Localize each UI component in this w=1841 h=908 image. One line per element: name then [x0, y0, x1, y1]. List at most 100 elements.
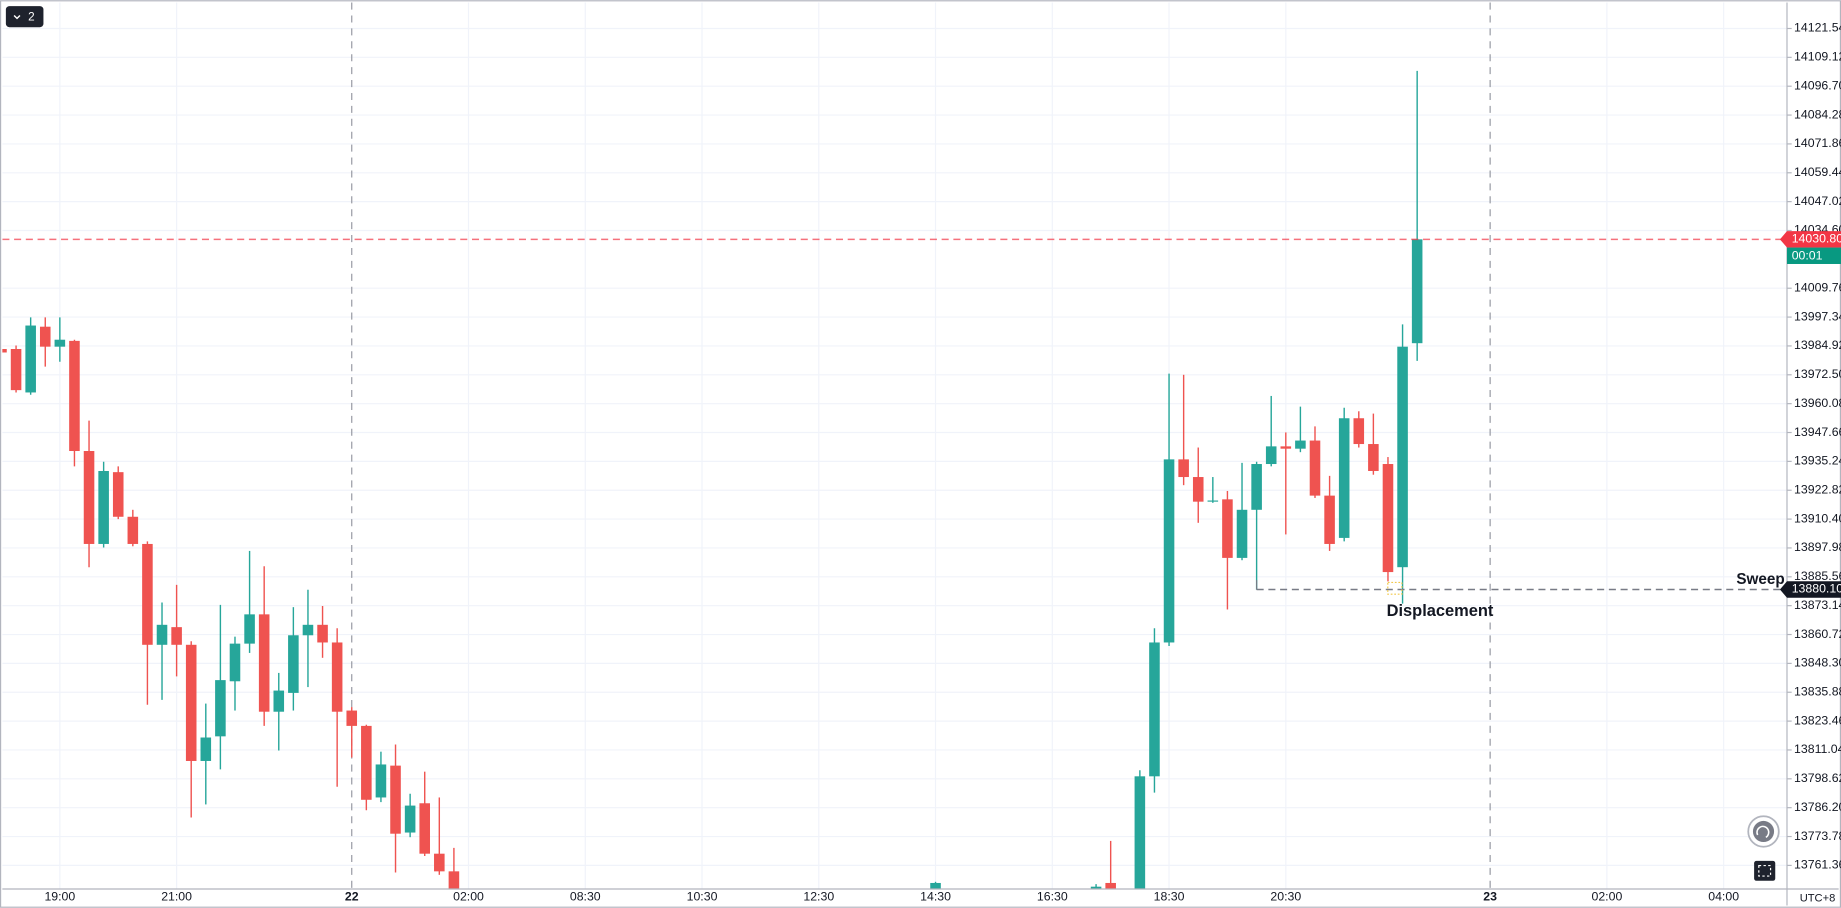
- x-tick-label: 12:30: [803, 889, 834, 903]
- candle-body: [1149, 642, 1160, 777]
- candle-body: [346, 710, 358, 726]
- candle-body: [419, 803, 431, 854]
- x-tick-label: 02:00: [453, 889, 484, 903]
- y-tick-label: 14071.86: [1794, 136, 1841, 150]
- y-tick-label: 13947.66: [1794, 425, 1841, 439]
- candle-body: [288, 635, 299, 693]
- y-tick-label: 13823.46: [1794, 713, 1841, 727]
- candle-body: [98, 470, 109, 544]
- screenshot-icon: [1758, 864, 1772, 877]
- x-tick-label: 02:00: [1591, 889, 1622, 903]
- y-tick-label: 13798.62: [1794, 771, 1841, 785]
- candle-body: [1192, 477, 1204, 502]
- candle-body: [1134, 776, 1146, 890]
- candle-body: [244, 614, 255, 644]
- x-tick-label: 23: [1483, 889, 1497, 903]
- replay-icon: [1752, 820, 1775, 843]
- y-tick-label: 13922.82: [1794, 482, 1841, 496]
- y-tick-label: 13885.56: [1794, 569, 1841, 583]
- candle-body: [185, 644, 197, 761]
- candle-body: [273, 690, 285, 712]
- chevron-icon: [13, 14, 21, 20]
- candle-body: [317, 624, 328, 643]
- y-tick-label: 13835.88: [1794, 684, 1841, 698]
- y-tick-label: 13761.36: [1794, 858, 1841, 872]
- x-tick-label: 21:00: [161, 889, 192, 903]
- x-tick-label: 18:30: [1154, 889, 1185, 903]
- candle-body: [375, 764, 387, 798]
- interval-button[interactable]: [5, 6, 44, 28]
- candle-body: [1236, 509, 1248, 558]
- candle-body: [390, 765, 401, 834]
- price-label-bg: [1779, 231, 1841, 248]
- candle-body: [1411, 239, 1423, 344]
- y-tick-label: 13860.72: [1794, 627, 1841, 641]
- candle-body: [1368, 444, 1379, 471]
- y-tick-label: 13972.50: [1794, 367, 1841, 381]
- candle-body: [39, 326, 51, 347]
- sweep-text: Sweep: [1736, 571, 1784, 588]
- y-tick-label: 13897.98: [1794, 540, 1841, 554]
- candle-body: [1309, 440, 1321, 496]
- candle-body: [1251, 464, 1262, 510]
- y-tick-label: 14009.76: [1794, 280, 1841, 294]
- y-tick-label: 13997.34: [1794, 309, 1841, 323]
- x-tick-label: 16:30: [1037, 889, 1068, 903]
- y-tick-label: 13984.92: [1794, 338, 1841, 352]
- candle-body: [1324, 495, 1335, 544]
- candle-body: [1397, 346, 1408, 568]
- candle-body: [69, 340, 80, 452]
- y-tick-label: 14109.12: [1794, 50, 1841, 64]
- y-tick-label: 13786.20: [1794, 800, 1841, 814]
- candle-body: [404, 805, 416, 833]
- y-tick-label: 13811.04: [1794, 742, 1841, 756]
- candle-body: [1222, 499, 1233, 558]
- sweep-label: 13880.10: [1792, 582, 1841, 596]
- x-tick-label: 10:30: [687, 889, 718, 903]
- candle-body: [171, 627, 182, 645]
- countdown-bg: [1786, 247, 1841, 264]
- candle-body: [54, 339, 66, 347]
- candle-body: [1295, 440, 1306, 449]
- candle-body: [200, 737, 212, 761]
- candle-body: [361, 725, 372, 800]
- y-tick-label: 13773.78: [1794, 829, 1841, 843]
- y-tick-label: 14121.54: [1794, 21, 1841, 35]
- candle-body: [1178, 459, 1189, 478]
- annotation: Displacement: [1387, 602, 1494, 620]
- candle-body: [112, 472, 124, 517]
- y-tick-label: 13910.40: [1794, 511, 1841, 525]
- candle-body: [448, 871, 460, 890]
- replay-glyph: [1756, 825, 1770, 839]
- y-tick-label: 13848.30: [1794, 656, 1841, 670]
- candle-body: [127, 516, 139, 544]
- x-tick-label: 20:30: [1270, 889, 1301, 903]
- candle-body: [258, 614, 270, 712]
- candle-body: [229, 643, 241, 682]
- candle-body: [1207, 500, 1219, 502]
- y-tick-label: 14059.44: [1794, 165, 1841, 179]
- y-tick-label: 14096.70: [1794, 78, 1841, 92]
- x-tick-label: 08:30: [570, 889, 601, 903]
- candle-body: [215, 680, 226, 737]
- highlight-box: [1387, 581, 1403, 595]
- candle-body: [1280, 446, 1292, 449]
- candle-body: [25, 325, 36, 393]
- candle-body: [434, 853, 445, 872]
- candle-body: [302, 624, 314, 636]
- screenshot-button[interactable]: [1754, 860, 1776, 881]
- x-tick-label: 19:00: [44, 889, 75, 903]
- candle-body: [1382, 464, 1394, 573]
- y-tick-label: 14084.28: [1794, 107, 1841, 121]
- candle-body: [1338, 418, 1350, 538]
- candle-body: [1090, 886, 1102, 890]
- y-tick-label: 13960.08: [1794, 396, 1841, 410]
- candle-body: [1353, 418, 1365, 445]
- candle-body: [156, 624, 168, 645]
- timezone-label: UTC+8: [1800, 892, 1836, 904]
- candle-body: [142, 543, 153, 645]
- sweep-label-bg: [1779, 581, 1841, 598]
- candle-body: [1265, 446, 1277, 465]
